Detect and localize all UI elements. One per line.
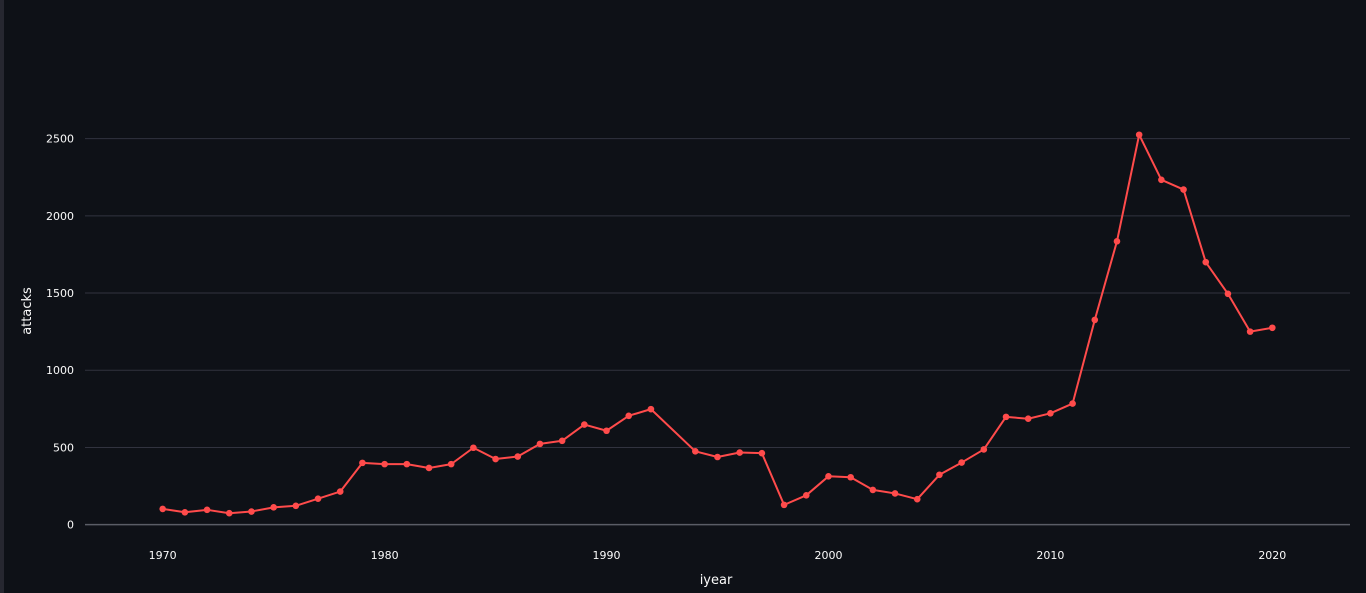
- data-point[interactable]: [1002, 413, 1010, 421]
- data-point[interactable]: [536, 440, 544, 448]
- data-point[interactable]: [891, 490, 899, 497]
- data-point[interactable]: [181, 508, 189, 516]
- x-tick-label: 1990: [593, 549, 621, 562]
- y-tick-label: 1500: [46, 287, 74, 300]
- data-point[interactable]: [913, 495, 921, 503]
- data-point[interactable]: [958, 459, 965, 466]
- data-point[interactable]: [381, 460, 388, 468]
- data-point[interactable]: [225, 509, 233, 517]
- data-point[interactable]: [1113, 237, 1121, 245]
- data-point[interactable]: [736, 449, 743, 456]
- x-tick-label: 2010: [1036, 549, 1064, 562]
- data-point[interactable]: [314, 495, 322, 503]
- y-tick-label: 2000: [46, 210, 74, 223]
- data-point[interactable]: [980, 446, 988, 453]
- series-line-layer: [162, 133, 1273, 515]
- data-point[interactable]: [558, 437, 566, 445]
- data-point[interactable]: [248, 508, 255, 515]
- data-point[interactable]: [1047, 410, 1054, 417]
- x-tick-label: 1970: [149, 549, 177, 562]
- data-point[interactable]: [847, 473, 854, 481]
- x-tick-label: 2020: [1258, 549, 1286, 562]
- x-tick-labels: 1970 1980 1990 2000 2010 2020: [149, 549, 1287, 562]
- series-line: [162, 133, 1273, 515]
- data-point[interactable]: [581, 421, 588, 428]
- data-point[interactable]: [336, 488, 344, 495]
- data-point[interactable]: [1269, 324, 1276, 332]
- x-tick-label: 1980: [371, 549, 399, 562]
- x-tick-label: 2000: [814, 549, 842, 562]
- data-point[interactable]: [159, 505, 166, 513]
- data-points-layer: [159, 131, 1276, 517]
- data-point[interactable]: [758, 449, 766, 457]
- y-tick-label: 0: [67, 519, 74, 532]
- data-point[interactable]: [1246, 328, 1254, 335]
- data-point[interactable]: [470, 444, 477, 452]
- data-point[interactable]: [359, 459, 366, 467]
- data-point[interactable]: [292, 502, 300, 510]
- data-point[interactable]: [1224, 290, 1232, 298]
- data-point[interactable]: [1202, 258, 1210, 266]
- data-point[interactable]: [270, 504, 277, 511]
- y-tick-label: 2500: [46, 133, 74, 146]
- data-point[interactable]: [514, 453, 522, 460]
- left-edge-border: [0, 0, 4, 593]
- data-point[interactable]: [1135, 131, 1143, 139]
- data-point[interactable]: [625, 412, 633, 420]
- data-point[interactable]: [447, 460, 455, 468]
- x-axis-title: iyear: [700, 573, 733, 588]
- data-point[interactable]: [492, 455, 499, 463]
- y-tick-label: 1000: [46, 364, 74, 377]
- data-point[interactable]: [647, 405, 655, 413]
- data-point[interactable]: [1091, 316, 1099, 324]
- data-point[interactable]: [1158, 176, 1165, 184]
- grid-layer: [85, 138, 1350, 526]
- data-point[interactable]: [692, 447, 699, 455]
- data-point[interactable]: [603, 427, 610, 435]
- y-axis-title: attacks: [20, 287, 35, 335]
- data-point[interactable]: [1069, 400, 1076, 407]
- data-point[interactable]: [869, 486, 877, 494]
- data-point[interactable]: [203, 506, 211, 514]
- data-point[interactable]: [425, 464, 433, 472]
- y-tick-labels: 0 500 1000 1500 2000 2500: [46, 133, 74, 532]
- data-point[interactable]: [714, 453, 721, 461]
- y-tick-label: 500: [53, 441, 74, 454]
- data-point[interactable]: [780, 501, 788, 509]
- data-point[interactable]: [403, 460, 411, 468]
- data-point[interactable]: [825, 473, 832, 480]
- data-point[interactable]: [936, 471, 943, 479]
- data-point[interactable]: [802, 492, 810, 499]
- data-point[interactable]: [1180, 186, 1187, 193]
- data-point[interactable]: [1024, 415, 1032, 423]
